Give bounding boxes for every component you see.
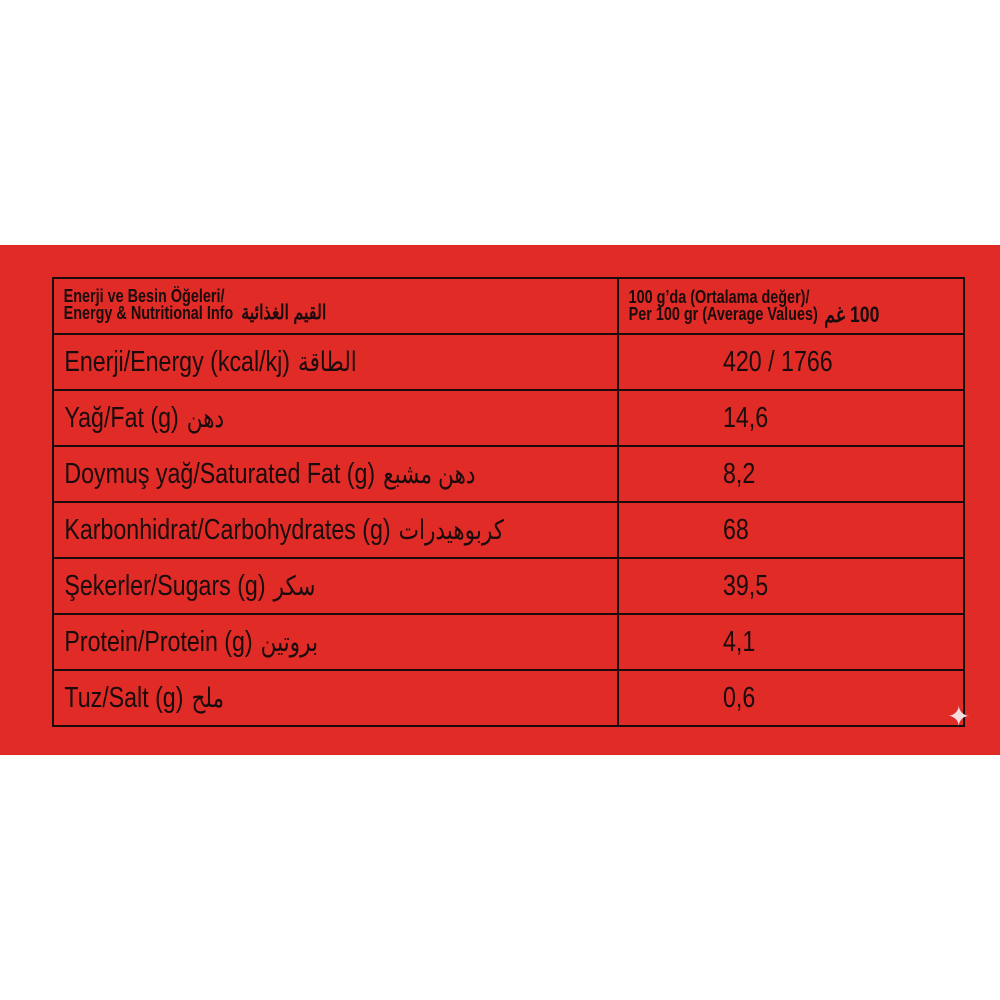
row-arabic: الطاقة <box>298 346 357 377</box>
row-label: Protein/Protein (g) <box>64 625 253 658</box>
header-right-line1: 100 g’da (Ortalama değer)/ <box>628 287 810 307</box>
row-value: 8,2 <box>722 457 755 490</box>
row-label: Tuz/Salt (g) <box>64 681 184 714</box>
row-value: 68 <box>722 513 749 546</box>
header-right-arabic: 100 غم <box>823 302 879 327</box>
table-header-row: Enerji ve Besin Öğeleri/ Energy & Nutrit… <box>52 277 966 335</box>
row-arabic: بروتين <box>260 626 318 657</box>
table-row: Yağ/Fat (g) دهن 14,6 <box>52 389 966 447</box>
header-right-line2: Per 100 gr (Average Values) <box>628 304 818 324</box>
table-row: Şekerler/Sugars (g) سكر 39,5 <box>52 557 966 615</box>
header-values: 100 g’da (Ortalama değer)/ Per 100 gr (A… <box>616 277 966 335</box>
table-row: Karbonhidrat/Carbohydrates (g) كربوهيدرات… <box>52 501 966 559</box>
row-label: Yağ/Fat (g) <box>64 401 179 434</box>
row-value: 0,6 <box>722 681 755 714</box>
header-left-arabic: القيم الغذائية <box>241 302 327 324</box>
row-label: Karbonhidrat/Carbohydrates (g) <box>64 513 391 546</box>
nutrition-table: Enerji ve Besin Öğeleri/ Energy & Nutrit… <box>52 277 966 727</box>
row-value: 420 / 1766 <box>722 345 833 378</box>
row-value: 14,6 <box>722 401 768 434</box>
table-row: Enerji/Energy (kcal/kj) الطاقة 420 / 1766 <box>52 333 966 391</box>
table-row: Tuz/Salt (g) ملح 0,6 <box>52 669 966 727</box>
row-arabic: دهن مشبع <box>383 458 476 489</box>
row-label: Doymuş yağ/Saturated Fat (g) <box>64 457 376 490</box>
row-label: Şekerler/Sugars (g) <box>64 569 266 602</box>
row-label: Enerji/Energy (kcal/kj) <box>64 345 291 378</box>
row-value: 39,5 <box>722 569 768 602</box>
row-value: 4,1 <box>722 625 755 658</box>
table-row: Doymuş yağ/Saturated Fat (g) دهن مشبع 8,2 <box>52 445 966 503</box>
row-arabic: سكر <box>273 570 316 601</box>
header-left-line2: Energy & Nutritional Info <box>63 303 234 323</box>
header-nutrients: Enerji ve Besin Öğeleri/ Energy & Nutrit… <box>52 277 619 335</box>
row-arabic: كربوهيدرات <box>398 514 505 545</box>
sparkle-icon: ✦ <box>947 701 971 732</box>
row-arabic: دهن <box>186 402 225 433</box>
row-arabic: ملح <box>191 682 225 713</box>
header-left-line1: Enerji ve Besin Öğeleri/ <box>63 286 225 306</box>
table-row: Protein/Protein (g) بروتين 4,1 <box>52 613 966 671</box>
